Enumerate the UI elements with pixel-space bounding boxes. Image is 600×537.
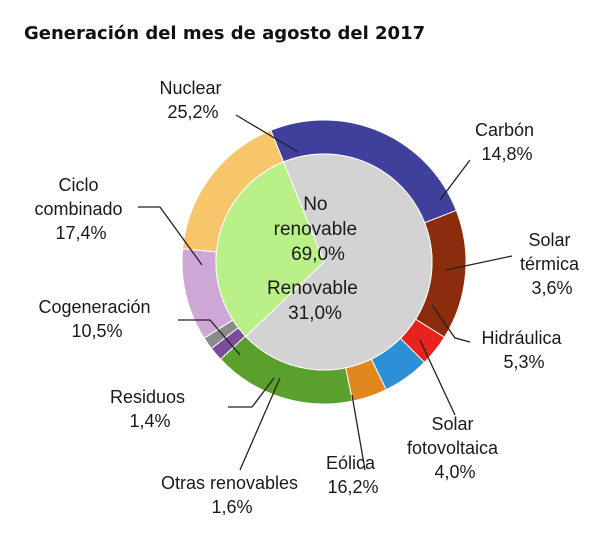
chart-title: Generación del mes de agosto del 2017 [24, 23, 425, 44]
inner-ring [215, 153, 433, 371]
leader-lines [138, 114, 513, 471]
leader-line-hidraulica [431, 304, 471, 343]
label-no-renovable: No renovable 69,0% [274, 194, 363, 265]
leader-line-solar-fotovoltaica [419, 339, 456, 416]
label-ciclo-combinado: Ciclo combinado 17,4% [34, 175, 127, 243]
leader-line-solar-termica [445, 255, 513, 271]
leader-line-otras-renovables [239, 377, 281, 471]
label-hidraulica: Hidráulica 5,3% [481, 328, 566, 372]
leader-line-residuos [228, 377, 275, 408]
leader-line-cogeneracion [178, 319, 241, 356]
leader-line-ciclo-combinado [138, 206, 203, 266]
leader-line-nuclear [235, 114, 299, 153]
label-cogeneracion: Cogeneración 10,5% [38, 297, 155, 341]
label-carbon: Carbón 14,8% [475, 120, 539, 164]
label-renovable: Renovable 31,0% [267, 278, 363, 324]
label-otras-renovables: Otras renovables 1,6% [161, 473, 303, 517]
inner-labels: No renovable 69,0% Renovable 31,0% [267, 194, 363, 324]
outer-labels: Nuclear 25,2% Carbón 14,8% Solar térmica… [34, 78, 584, 517]
label-eolica: Eólica 16,2% [326, 453, 380, 497]
slice-no-renovable [245, 153, 433, 371]
outer-ring [181, 119, 467, 405]
label-nuclear: Nuclear 25,2% [159, 78, 226, 122]
leader-line-carbon [439, 159, 471, 201]
label-solar-termica: Solar térmica 3,6% [520, 230, 584, 298]
leader-line-eolica [351, 394, 366, 471]
label-solar-fotovoltaica: Solar fotovoltaica 4,0% [407, 414, 503, 482]
slice-renovable [215, 161, 325, 338]
label-residuos: Residuos 1,4% [110, 387, 190, 431]
